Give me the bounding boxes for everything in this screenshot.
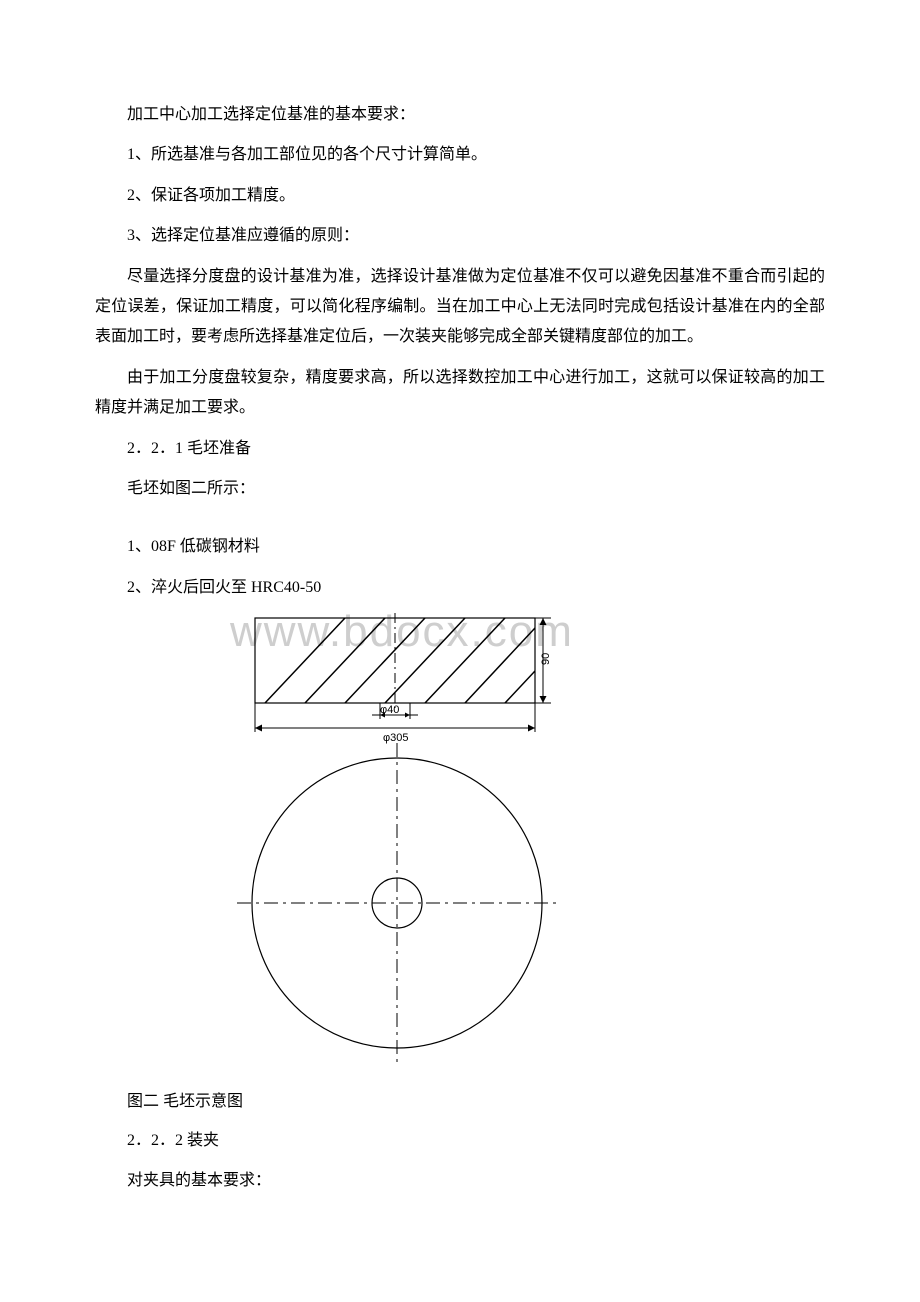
svg-text:90: 90	[540, 653, 552, 665]
list-item-2: 2、保证各项加工精度。	[95, 181, 825, 211]
svg-text:φ40: φ40	[380, 704, 399, 716]
list-item-3: 3、选择定位基准应遵循的原则：	[95, 221, 825, 251]
figure-caption: 图二 毛坯示意图	[95, 1087, 825, 1117]
material-item-2: 2、淬火后回火至 HRC40-50	[95, 573, 825, 603]
svg-text:φ305: φ305	[383, 732, 409, 744]
section-heading-1: 2．2．1 毛坯准备	[95, 434, 825, 464]
list-item-1: 1、所选基准与各加工部位见的各个尺寸计算简单。	[95, 140, 825, 170]
material-item-1: 1、08F 低碳钢材料	[95, 532, 825, 562]
paragraph-body-1: 尽量选择分度盘的设计基准为准，选择设计基准做为定位基准不仅可以避免因基准不重合而…	[95, 262, 825, 353]
paragraph-fixture: 对夹具的基本要求：	[95, 1166, 825, 1196]
paragraph-intro: 加工中心加工选择定位基准的基本要求：	[95, 100, 825, 130]
section-heading-2: 2．2．2 装夹	[95, 1126, 825, 1156]
engineering-diagram: 90 φ40 φ305	[225, 613, 575, 1079]
paragraph-ref: 毛坯如图二所示：	[95, 474, 825, 504]
paragraph-body-2: 由于加工分度盘较复杂，精度要求高，所以选择数控加工中心进行加工，这就可以保证较高…	[95, 363, 825, 424]
